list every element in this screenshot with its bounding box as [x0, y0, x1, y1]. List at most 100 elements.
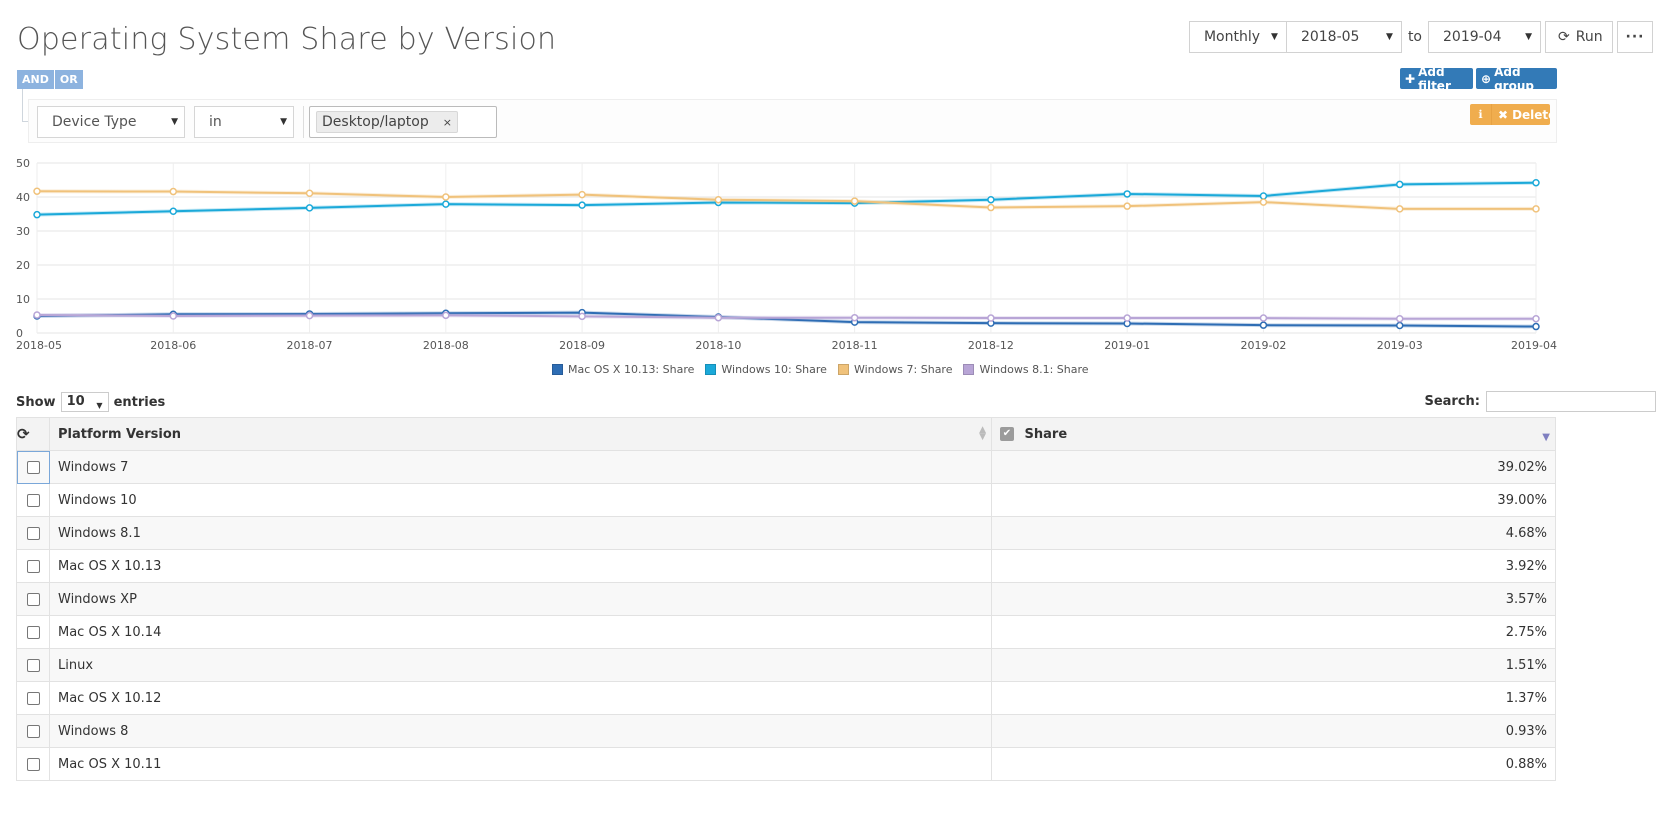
- table-row[interactable]: Windows 8 0.93%: [16, 714, 1556, 748]
- and-button[interactable]: AND: [17, 70, 54, 89]
- table-row[interactable]: Mac OS X 10.12 1.37%: [16, 681, 1556, 715]
- series-line: [36, 313, 1536, 320]
- platform-version-cell: Mac OS X 10.14: [49, 615, 992, 649]
- x-tick-label: 2019-04: [1511, 339, 1557, 352]
- row-checkbox[interactable]: [26, 724, 40, 738]
- table-search: Search:: [1424, 391, 1656, 412]
- data-point: [169, 207, 178, 216]
- to-date-select[interactable]: 2019-04 ▼: [1428, 21, 1541, 53]
- data-point: [305, 189, 314, 198]
- entries-label: entries: [113, 394, 166, 410]
- from-date-select[interactable]: 2018-05 ▼: [1285, 21, 1402, 53]
- x-tick-label: 2019-01: [1104, 339, 1150, 352]
- row-checkbox[interactable]: [26, 559, 40, 573]
- run-button[interactable]: ⟳ Run: [1545, 21, 1613, 53]
- row-checkbox[interactable]: [26, 460, 40, 474]
- legend-swatch: [705, 364, 717, 375]
- filter-field-select[interactable]: Device Type ▼: [37, 106, 185, 138]
- row-checkbox[interactable]: [26, 757, 40, 771]
- share-cell: 3.57%: [991, 582, 1556, 616]
- table-row[interactable]: Windows 8.1 4.68%: [16, 516, 1556, 550]
- table-row[interactable]: Mac OS X 10.14 2.75%: [16, 615, 1556, 649]
- delete-rule-group: ℹ ✖ Delete: [1470, 104, 1550, 125]
- table-row[interactable]: Windows XP 3.57%: [16, 582, 1556, 616]
- period-select[interactable]: Monthly ▼: [1188, 21, 1287, 53]
- platform-version-header[interactable]: Platform Version ▲ ▼: [49, 417, 992, 451]
- add-group-button[interactable]: ⊕ Add group: [1476, 65, 1557, 93]
- legend-item[interactable]: Windows 7: Share: [837, 363, 952, 376]
- row-select-cell[interactable]: [16, 681, 50, 715]
- data-point: [1532, 178, 1540, 187]
- row-select-cell[interactable]: [16, 648, 50, 682]
- data-point: [169, 187, 178, 196]
- x-tick-label: 2019-02: [1240, 339, 1286, 352]
- data-point: [33, 187, 41, 195]
- row-select-cell[interactable]: [16, 615, 50, 649]
- sort-desc-icon: ▼: [1542, 432, 1550, 443]
- from-date-value: 2018-05: [1300, 29, 1360, 45]
- table-row[interactable]: Mac OS X 10.11 0.88%: [16, 747, 1556, 781]
- table-row[interactable]: Mac OS X 10.13 3.92%: [16, 549, 1556, 583]
- table-row[interactable]: Windows 7 39.02%: [16, 450, 1556, 484]
- to-label: to: [1407, 29, 1422, 45]
- filter-values-input[interactable]: Desktop/laptop ×: [309, 106, 497, 138]
- data-point: [1259, 314, 1268, 322]
- legend-item[interactable]: Mac OS X 10.13: Share: [552, 363, 694, 376]
- table-row[interactable]: Linux 1.51%: [16, 648, 1556, 682]
- x-tick-label: 2018-09: [559, 339, 605, 352]
- refresh-selection-header[interactable]: ⟳: [16, 417, 50, 451]
- row-select-cell[interactable]: [16, 549, 50, 583]
- delete-label: Delete: [1512, 107, 1550, 122]
- share-cell: 39.00%: [991, 483, 1556, 517]
- or-button[interactable]: OR: [53, 70, 83, 89]
- data-point: [1532, 314, 1540, 323]
- data-point: [442, 311, 450, 320]
- y-tick-label: 20: [16, 259, 30, 272]
- search-input[interactable]: [1486, 391, 1656, 412]
- data-point: [1395, 180, 1404, 189]
- row-checkbox[interactable]: [26, 658, 40, 672]
- row-select-cell[interactable]: [16, 483, 50, 517]
- share-header[interactable]: ✔ Share ▼: [991, 417, 1556, 451]
- delete-button[interactable]: ✖ Delete: [1492, 104, 1550, 125]
- filter-operator-value: in: [209, 114, 222, 130]
- to-date-value: 2019-04: [1443, 29, 1502, 45]
- row-checkbox[interactable]: [26, 526, 40, 540]
- data-point: [1123, 314, 1131, 322]
- row-checkbox[interactable]: [26, 493, 40, 507]
- row-select-cell[interactable]: [16, 450, 50, 484]
- table-row[interactable]: Windows 10 39.00%: [16, 483, 1556, 517]
- info-icon[interactable]: ℹ: [1470, 104, 1492, 125]
- run-label: Run: [1575, 29, 1603, 45]
- data-point: [305, 311, 314, 320]
- data-point: [1123, 190, 1131, 198]
- more-options-button[interactable]: ···: [1617, 21, 1653, 53]
- row-select-cell[interactable]: [16, 714, 50, 748]
- row-checkbox[interactable]: [26, 625, 40, 639]
- row-select-cell[interactable]: [16, 747, 50, 781]
- remove-tag-icon[interactable]: ×: [442, 115, 452, 129]
- and-or-toggle: AND OR: [17, 70, 83, 89]
- x-tick-label: 2018-10: [695, 339, 741, 352]
- platform-version-cell: Mac OS X 10.11: [49, 747, 992, 781]
- legend-item[interactable]: Windows 8.1: Share: [963, 363, 1089, 376]
- add-filter-button[interactable]: ✚ Add filter: [1400, 65, 1473, 93]
- row-select-cell[interactable]: [16, 516, 50, 550]
- data-table: ⟳ Platform Version ▲ ▼ ✔ Share ▼ Windows …: [16, 417, 1556, 781]
- row-checkbox[interactable]: [26, 592, 40, 606]
- data-point: [1395, 205, 1404, 213]
- add-group-label: Add group: [1494, 64, 1534, 93]
- entries-length-select[interactable]: 10 ▼: [60, 392, 109, 412]
- show-label: Show: [16, 394, 56, 410]
- y-tick-label: 0: [16, 327, 23, 340]
- row-checkbox[interactable]: [26, 691, 40, 705]
- legend-item[interactable]: Windows 10: Share: [705, 363, 827, 376]
- plus-circle-icon: ⊕: [1481, 71, 1492, 86]
- platform-version-cell: Windows 10: [49, 483, 992, 517]
- line-chart: 0 10 20 30 40 50 2018-05 2018-06 2018-07 2018-08 2…: [16, 157, 1557, 352]
- platform-version-cell: Windows 8.1: [49, 516, 992, 550]
- row-select-cell[interactable]: [16, 582, 50, 616]
- filter-operator-select[interactable]: in ▼: [194, 106, 294, 138]
- share-cell: 4.68%: [991, 516, 1556, 550]
- entries-length-value: 10: [66, 394, 85, 409]
